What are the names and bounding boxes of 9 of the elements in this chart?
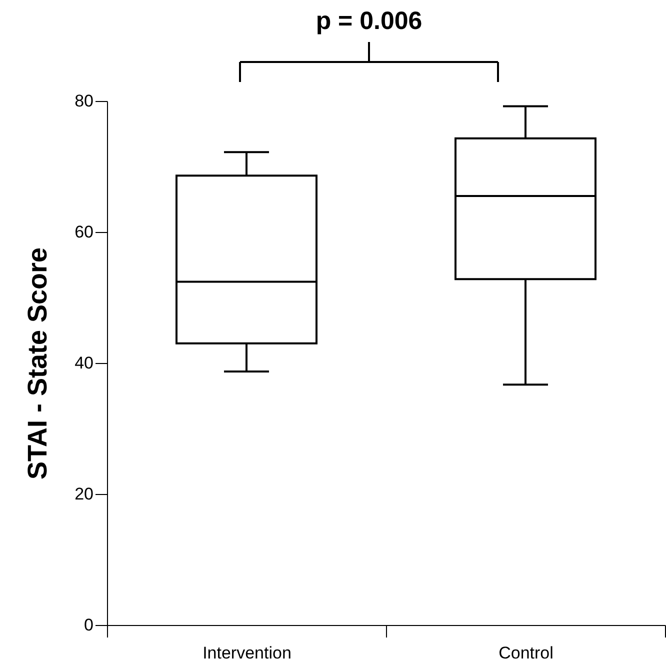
x-tick-label: Intervention <box>202 644 292 662</box>
y-tick-label: 80 <box>74 92 94 110</box>
y-axis-title: STAI - State Score <box>22 247 53 480</box>
y-tick-label: 40 <box>74 354 94 372</box>
y-tick-label: 0 <box>84 616 94 634</box>
x-tick-label: Control <box>498 644 554 662</box>
y-tick-label: 20 <box>74 484 94 504</box>
text: p = 0.006 <box>316 7 422 35</box>
y-tick-label: 60 <box>74 222 94 242</box>
